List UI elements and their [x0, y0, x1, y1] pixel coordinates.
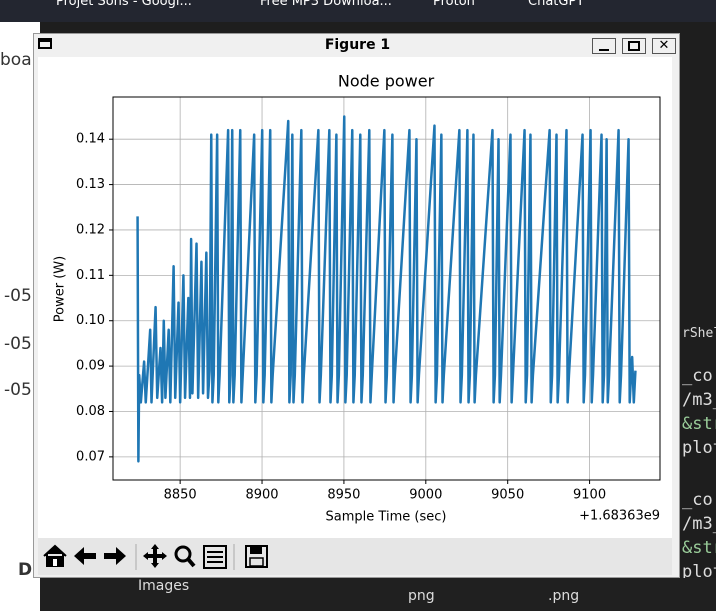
explorer: Images png .png — [40, 578, 716, 611]
toolbar — [38, 538, 672, 575]
file[interactable]: .png — [548, 588, 580, 604]
configure-button[interactable] — [203, 545, 227, 569]
page-text: boar — [0, 50, 39, 70]
page-text: -05 — [4, 334, 32, 354]
page-text: -05 — [4, 380, 32, 400]
code: rShel — [682, 326, 716, 341]
chart: Node power Sample Time (sec) +1.68363e9 … — [38, 57, 672, 538]
file[interactable]: png — [408, 588, 435, 604]
figure-background — [38, 57, 672, 538]
x-tick-label: 8950 — [327, 488, 360, 503]
save-button[interactable] — [245, 545, 268, 568]
forward-button[interactable] — [104, 547, 126, 565]
home-button[interactable] — [43, 544, 67, 567]
x-tick-label: 8850 — [164, 488, 197, 503]
bookmark[interactable]: ChatGPT — [528, 0, 585, 9]
y-tick-label: 0.14 — [76, 132, 105, 147]
bookmark[interactable]: Free MP3 Downloa... — [260, 0, 392, 9]
axes-frame — [112, 96, 661, 481]
code: /m3_ — [682, 514, 716, 534]
bookmark[interactable]: Projet Sons - Googl... — [56, 0, 192, 9]
y-axis-label: Power (W) — [53, 256, 68, 322]
pan-button[interactable] — [143, 544, 167, 568]
code: &str — [682, 414, 716, 434]
x-axis-label: Sample Time (sec) — [326, 510, 447, 525]
y-tick-label: 0.09 — [76, 359, 105, 374]
page-text: D — [18, 560, 33, 580]
x-offset-label: +1.68363e9 — [579, 509, 660, 524]
editor: rShel _co /m3_ &str plot _co /m3_ &str p… — [680, 268, 716, 611]
y-tick-label: 0.08 — [76, 404, 105, 419]
y-tick-label: 0.10 — [76, 313, 105, 328]
window-icon — [38, 38, 52, 49]
code: &str — [682, 538, 716, 558]
window-title: Figure 1 — [324, 37, 391, 53]
y-tick-label: 0.13 — [76, 177, 105, 192]
y-tick-label: 0.07 — [76, 449, 105, 464]
x-tick-label: 9000 — [409, 488, 442, 503]
chart-title: Node power — [338, 72, 435, 91]
minimize-button[interactable] — [592, 38, 616, 54]
code: _co — [682, 490, 713, 510]
page-text: -05 — [4, 286, 32, 306]
x-tick-label: 9050 — [491, 488, 524, 503]
code: /m3_ — [682, 390, 716, 410]
y-tick-label: 0.12 — [76, 222, 105, 237]
x-tick-label: 8900 — [245, 488, 278, 503]
code: plot — [682, 562, 716, 582]
bookmark[interactable]: Proton — [433, 0, 475, 9]
close-button[interactable]: ✕ — [652, 38, 676, 54]
back-button[interactable] — [74, 547, 96, 565]
x-tick-label: 9100 — [573, 488, 606, 503]
maximize-button[interactable] — [622, 38, 646, 54]
bookmarks-bar: Projet Sons - Googl... Free MP3 Downloa.… — [0, 0, 716, 22]
y-tick-label: 0.11 — [76, 268, 105, 283]
folder[interactable]: Images — [138, 578, 190, 594]
code: _co — [682, 366, 713, 386]
toolbar-icons — [43, 544, 268, 570]
code: plot — [682, 438, 716, 458]
zoom-button[interactable] — [174, 545, 196, 568]
data-line — [136, 115, 637, 463]
